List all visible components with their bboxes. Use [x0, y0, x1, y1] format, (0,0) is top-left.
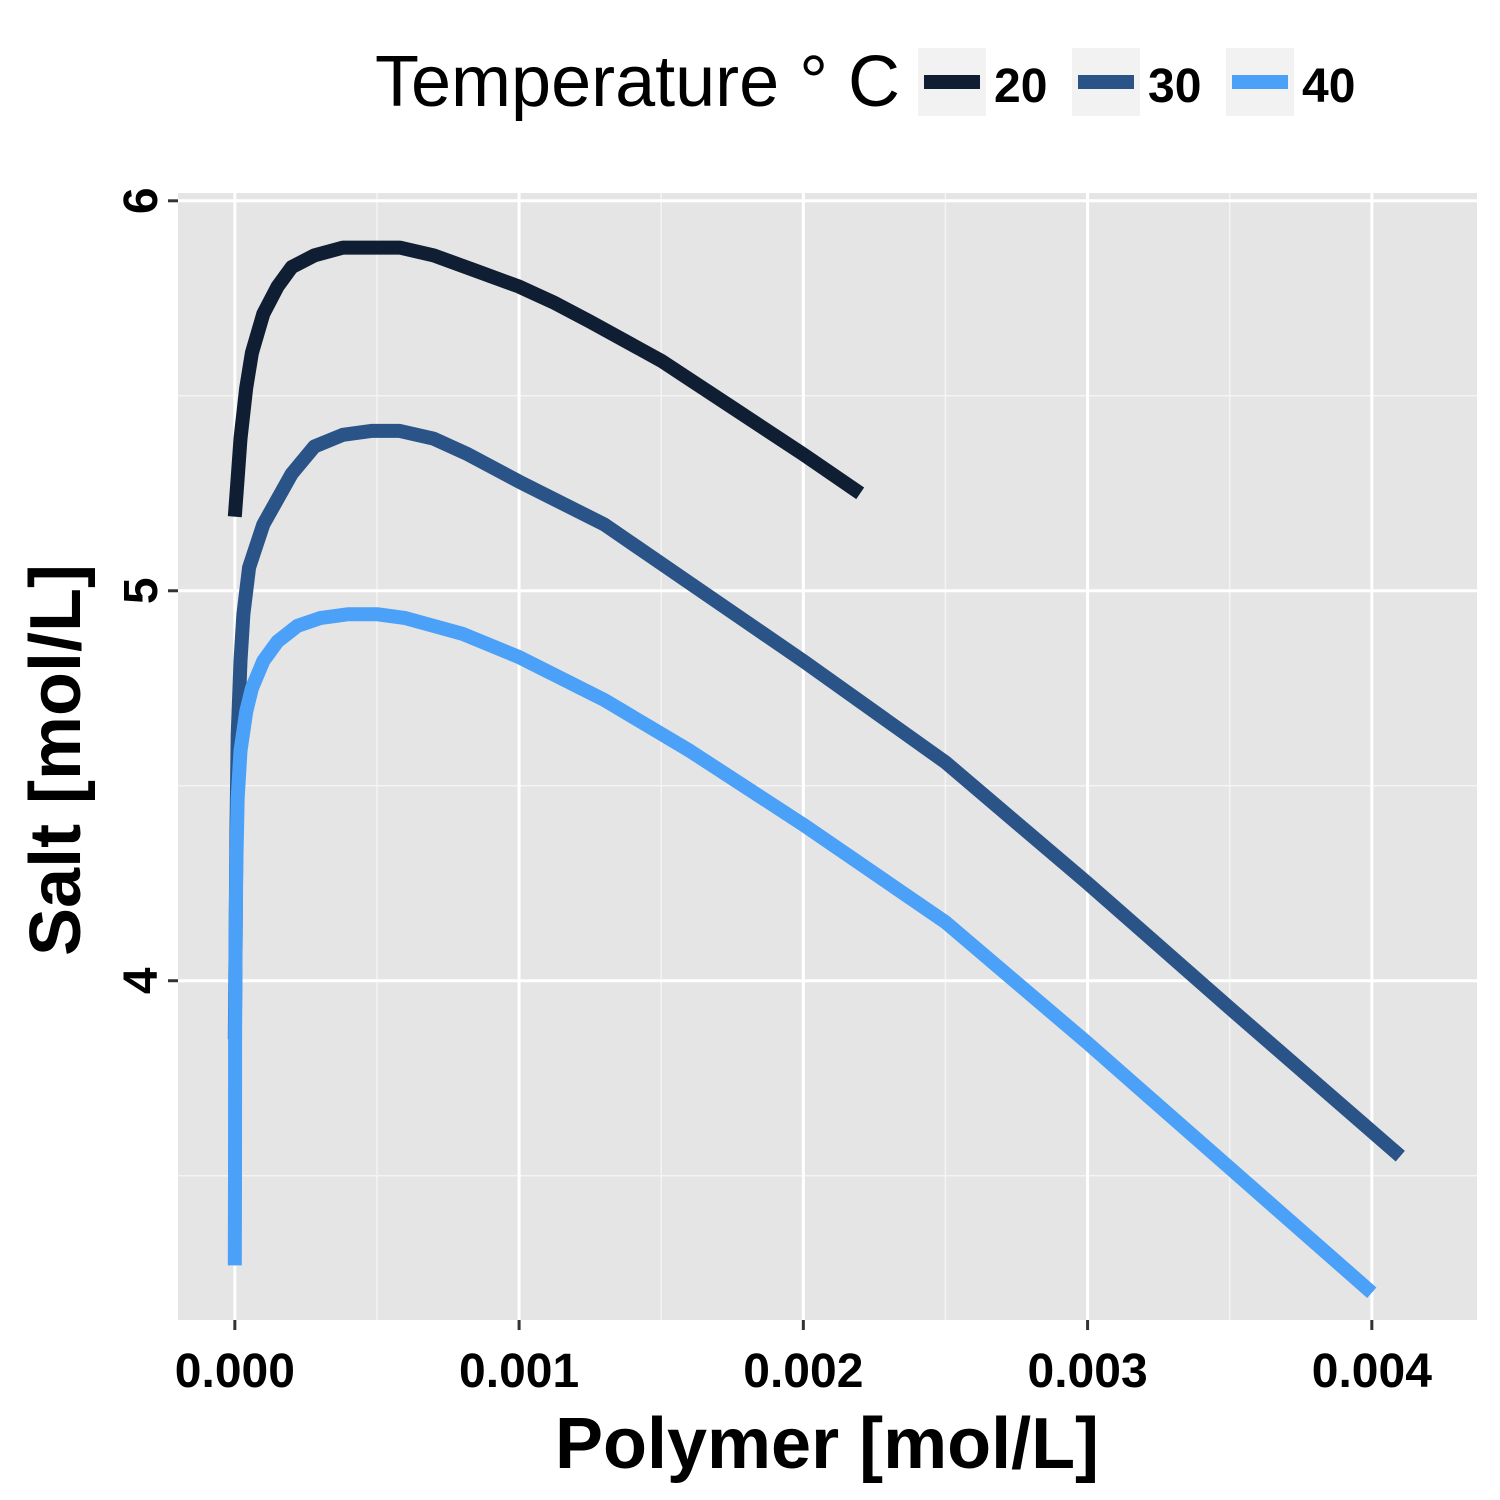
legend-title: Temperature ° C	[375, 42, 900, 122]
series-line-30	[227, 423, 1405, 1162]
grid-major	[178, 193, 1477, 1320]
y-tick-label: 4	[115, 967, 168, 994]
legend-label-40: 40	[1302, 60, 1355, 113]
x-tick-label: 0.002	[743, 1345, 863, 1398]
y-axis-title: Salt [mol/L]	[16, 564, 96, 956]
legend: Temperature ° C 20 30 40	[375, 42, 1355, 122]
series-lines	[227, 240, 1405, 1298]
grid-minor	[178, 193, 1477, 1320]
y-axis: 4 5 6	[115, 187, 178, 994]
x-axis-title: Polymer [mol/L]	[555, 1404, 1099, 1484]
y-tick-label: 5	[115, 577, 168, 604]
x-tick-label: 0.004	[1312, 1345, 1432, 1398]
x-tick-label: 0.000	[175, 1345, 295, 1398]
plot-panel	[178, 193, 1477, 1320]
x-tick-label: 0.001	[459, 1345, 579, 1398]
y-tick-label: 6	[115, 187, 168, 214]
legend-label-30: 30	[1148, 60, 1201, 113]
series-line-40	[227, 607, 1377, 1298]
series-line-20	[227, 240, 865, 518]
x-axis: 0.000 0.001 0.002 0.003 0.004	[175, 1320, 1432, 1398]
x-tick-label: 0.003	[1028, 1345, 1148, 1398]
legend-label-20: 20	[994, 60, 1047, 113]
